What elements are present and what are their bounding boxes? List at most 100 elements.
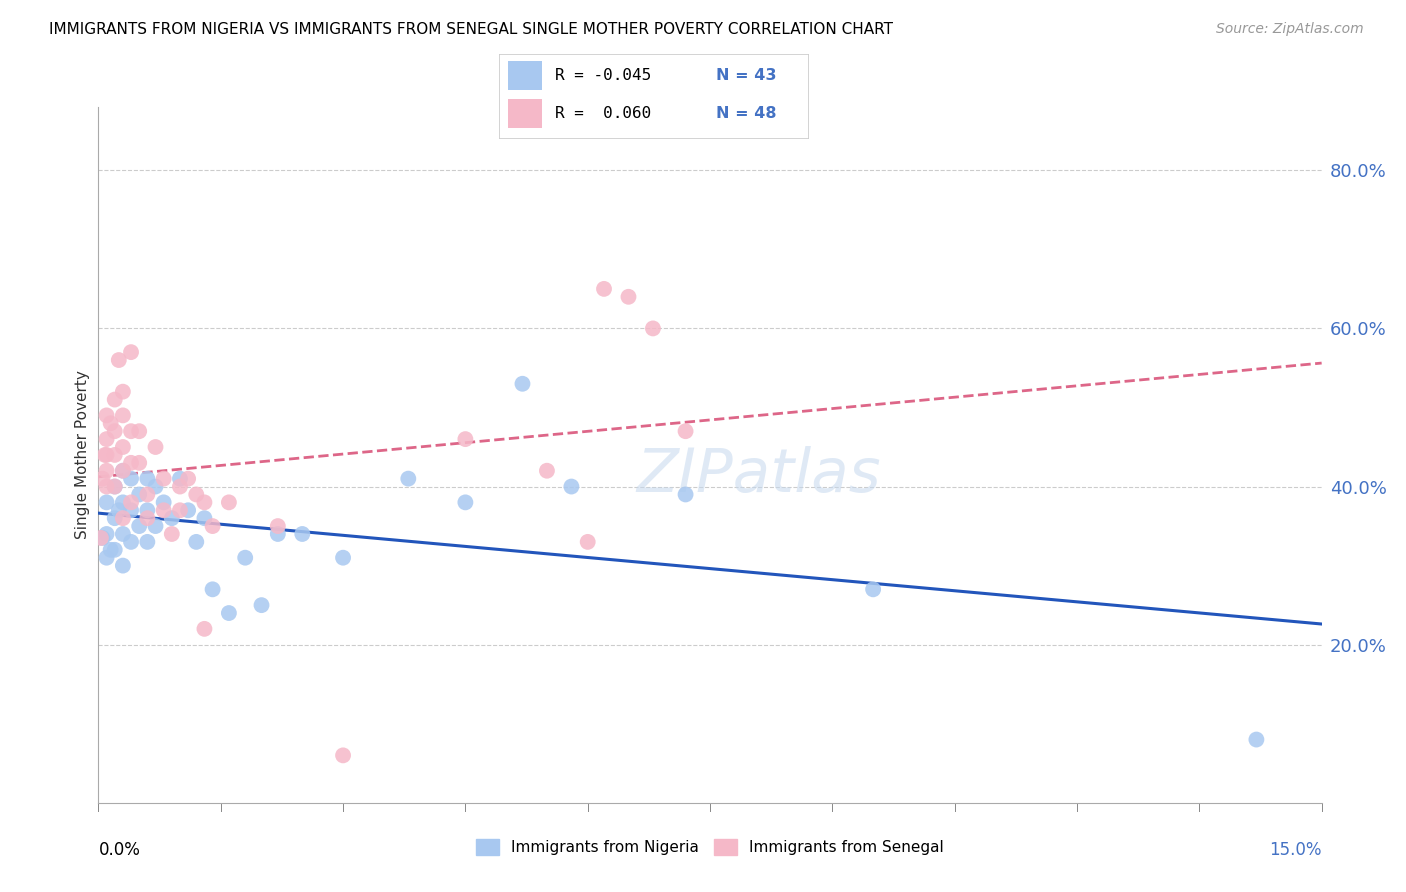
- Point: [91, 472, 114, 486]
- Point: [136, 472, 159, 486]
- Point: [576, 534, 599, 549]
- Point: [186, 534, 208, 549]
- Point: [91, 531, 114, 545]
- Point: [111, 495, 134, 509]
- Point: [250, 598, 273, 612]
- Point: [177, 472, 200, 486]
- Text: ZIPatlas: ZIPatlas: [637, 446, 882, 505]
- Point: [120, 345, 142, 359]
- Text: N = 43: N = 43: [716, 68, 776, 83]
- Point: [201, 519, 224, 533]
- Point: [104, 424, 127, 438]
- Point: [169, 472, 191, 486]
- Point: [169, 503, 191, 517]
- Point: [111, 511, 134, 525]
- Point: [454, 495, 477, 509]
- Point: [1246, 732, 1268, 747]
- Text: 15.0%: 15.0%: [1270, 841, 1322, 859]
- Point: [152, 472, 174, 486]
- Point: [111, 464, 134, 478]
- Point: [104, 448, 127, 462]
- Point: [267, 519, 290, 533]
- Point: [593, 282, 616, 296]
- Point: [128, 456, 150, 470]
- Point: [120, 534, 142, 549]
- Point: [160, 527, 183, 541]
- Legend: Immigrants from Nigeria, Immigrants from Senegal: Immigrants from Nigeria, Immigrants from…: [470, 833, 950, 862]
- FancyBboxPatch shape: [509, 62, 543, 90]
- Point: [560, 479, 582, 493]
- Point: [218, 495, 240, 509]
- Point: [193, 495, 215, 509]
- Point: [332, 550, 354, 565]
- Point: [100, 417, 122, 431]
- Point: [128, 487, 150, 501]
- Point: [201, 582, 224, 597]
- Point: [111, 409, 134, 423]
- Point: [193, 622, 215, 636]
- Point: [169, 479, 191, 493]
- Point: [104, 479, 127, 493]
- Point: [675, 487, 697, 501]
- Point: [120, 472, 142, 486]
- Point: [111, 440, 134, 454]
- Point: [128, 519, 150, 533]
- Point: [233, 550, 256, 565]
- Point: [111, 464, 134, 478]
- Point: [186, 487, 208, 501]
- Point: [96, 550, 118, 565]
- Point: [104, 542, 127, 557]
- Point: [120, 495, 142, 509]
- Point: [454, 432, 477, 446]
- Point: [136, 511, 159, 525]
- Point: [96, 464, 118, 478]
- Point: [267, 527, 290, 541]
- Point: [136, 534, 159, 549]
- Point: [104, 479, 127, 493]
- Text: 0.0%: 0.0%: [98, 841, 141, 859]
- Point: [512, 376, 534, 391]
- Point: [96, 448, 118, 462]
- Point: [128, 424, 150, 438]
- Point: [396, 472, 419, 486]
- Point: [145, 519, 167, 533]
- Point: [136, 503, 159, 517]
- Point: [152, 495, 174, 509]
- Text: N = 48: N = 48: [716, 106, 776, 121]
- Point: [108, 503, 131, 517]
- Text: Source: ZipAtlas.com: Source: ZipAtlas.com: [1216, 22, 1364, 37]
- Point: [536, 464, 558, 478]
- Point: [152, 503, 174, 517]
- Point: [160, 511, 183, 525]
- Point: [96, 479, 118, 493]
- Point: [177, 503, 200, 517]
- Text: R =  0.060: R = 0.060: [555, 106, 651, 121]
- Point: [100, 542, 122, 557]
- Point: [111, 558, 134, 573]
- Point: [96, 495, 118, 509]
- Point: [120, 503, 142, 517]
- Text: IMMIGRANTS FROM NIGERIA VS IMMIGRANTS FROM SENEGAL SINGLE MOTHER POVERTY CORRELA: IMMIGRANTS FROM NIGERIA VS IMMIGRANTS FR…: [49, 22, 893, 37]
- Point: [332, 748, 354, 763]
- Point: [641, 321, 664, 335]
- Point: [145, 440, 167, 454]
- Point: [104, 392, 127, 407]
- Point: [120, 456, 142, 470]
- Point: [136, 487, 159, 501]
- Point: [111, 527, 134, 541]
- Point: [90, 531, 112, 545]
- Point: [193, 511, 215, 525]
- Point: [96, 409, 118, 423]
- Text: R = -0.045: R = -0.045: [555, 68, 651, 83]
- Point: [617, 290, 640, 304]
- Point: [94, 448, 117, 462]
- Point: [862, 582, 884, 597]
- Point: [96, 527, 118, 541]
- Point: [675, 424, 697, 438]
- Point: [104, 511, 127, 525]
- Point: [111, 384, 134, 399]
- Point: [96, 432, 118, 446]
- Point: [291, 527, 314, 541]
- Point: [145, 479, 167, 493]
- Point: [218, 606, 240, 620]
